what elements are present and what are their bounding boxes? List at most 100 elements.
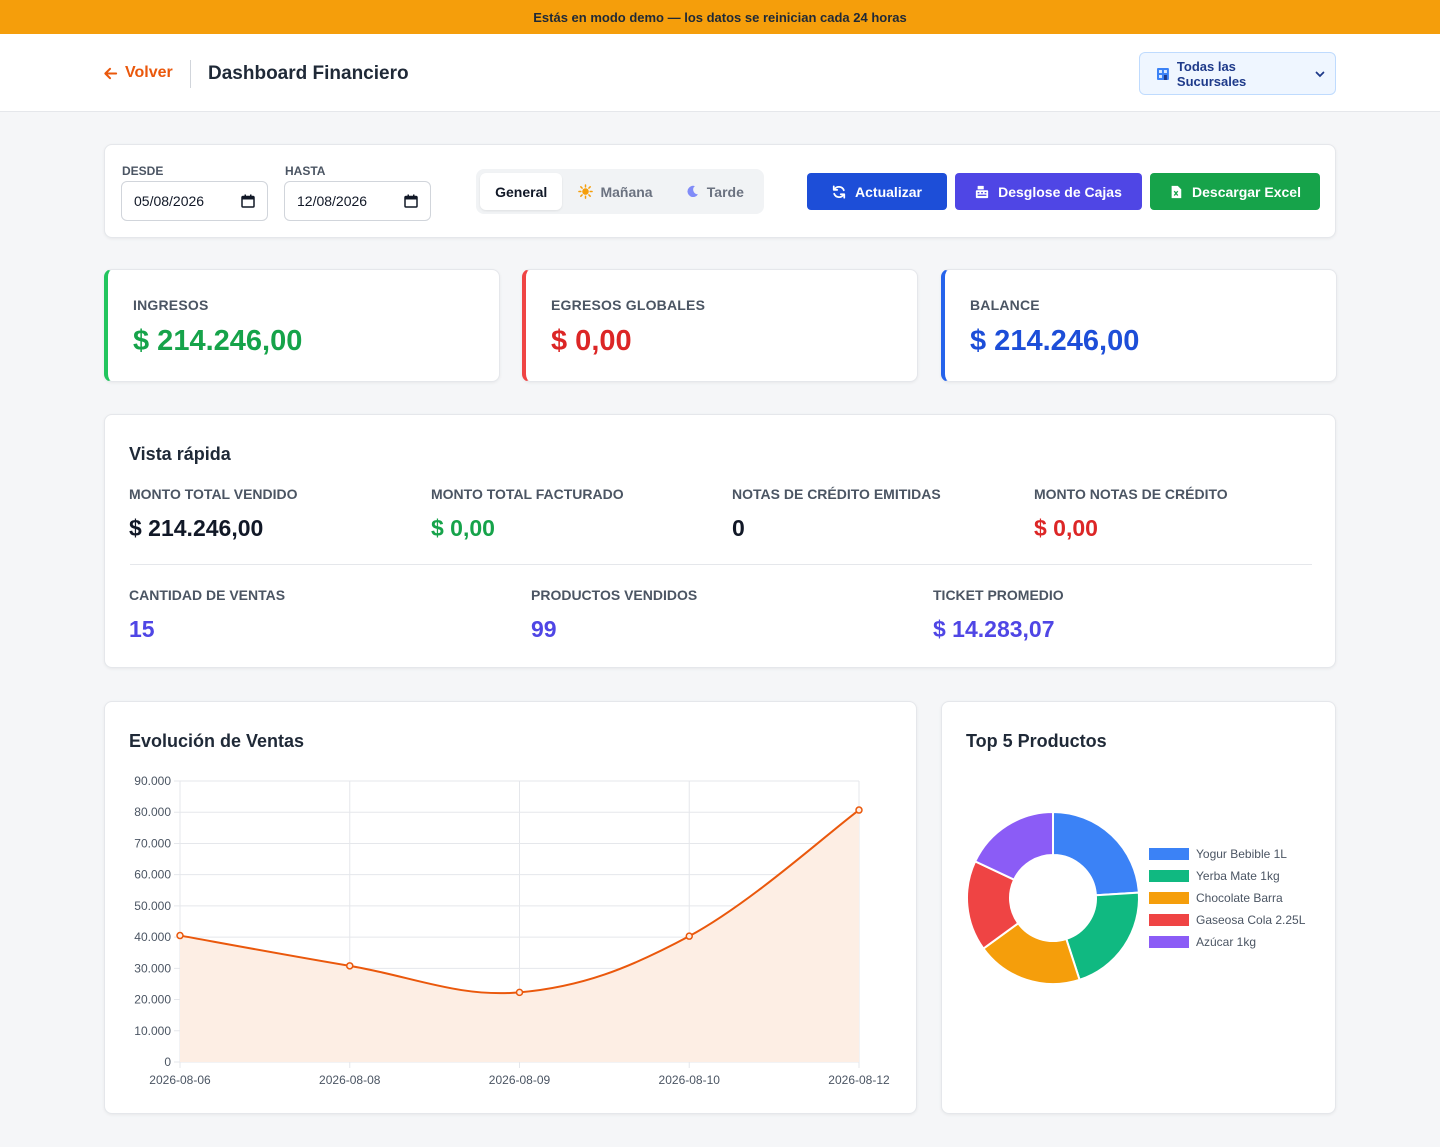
donut-slice: [1052, 810, 1140, 897]
top-products-card: Top 5 Productos Yogur Bebible 1L Yerba Ma…: [941, 701, 1336, 1114]
sales-data-point: [515, 988, 524, 997]
refresh-icon: [832, 184, 846, 199]
stat-value: $ 0,00: [431, 515, 495, 541]
sales-chart-title: Evolución de Ventas: [129, 731, 305, 751]
sales-evolution-card: Evolución de Ventas 0 10.000 20.000 30.000 4…: [104, 701, 917, 1114]
shift-general-label: General: [495, 183, 548, 200]
to-label: HASTA: [285, 164, 326, 178]
top-products-donut-chart: Yogur Bebible 1L Yerba Mate 1kg Chocolate …: [966, 810, 1306, 985]
to-date-input[interactable]: 12/08/2026: [284, 181, 431, 221]
refresh-label: Actualizar: [855, 183, 922, 200]
donut-slice: [1065, 891, 1140, 982]
y-tick-label: 0: [164, 1055, 171, 1069]
back-button[interactable]: Volver: [103, 64, 173, 82]
from-label: DESDE: [122, 164, 164, 178]
legend-swatch: [1149, 914, 1189, 926]
chevron-down-icon: [1315, 71, 1325, 77]
y-tick-label: 80.000: [134, 805, 171, 819]
shift-segmented-control: General Mañana Tarde: [476, 169, 764, 214]
stat-label: MONTO TOTAL FACTURADO: [431, 486, 624, 502]
refresh-button[interactable]: Actualizar: [807, 173, 947, 210]
stat-value: $ 214.246,00: [129, 515, 264, 541]
kpi-label: BALANCE: [970, 297, 1040, 313]
legend-label: Yerba Mate 1kg: [1196, 869, 1280, 883]
cash-breakdown-button[interactable]: Desglose de Cajas: [955, 173, 1142, 210]
kpi-label: EGRESOS GLOBALES: [551, 297, 706, 313]
x-tick-label: 2026-08-10: [659, 1073, 721, 1087]
legend-label: Azúcar 1kg: [1196, 935, 1256, 949]
sales-data-point: [855, 806, 863, 814]
sales-data-point: [346, 962, 354, 970]
sun-icon: [578, 184, 594, 199]
legend-swatch: [1149, 892, 1189, 904]
x-tick-label: 2026-08-12: [828, 1073, 890, 1087]
y-tick-label: 10.000: [134, 1024, 171, 1038]
cash-breakdown-label: Desglose de Cajas: [998, 183, 1122, 200]
stat-label: MONTO NOTAS DE CRÉDITO: [1034, 486, 1228, 502]
stat-value: $ 0,00: [1034, 515, 1098, 541]
sales-line-chart: 0 10.000 20.000 30.000 40.000 50.000 60.000 70.…: [134, 774, 890, 1087]
download-excel-button[interactable]: Descargar Excel: [1150, 173, 1320, 210]
x-tick-label: 2026-08-09: [489, 1073, 551, 1087]
y-tick-label: 50.000: [134, 899, 171, 913]
stat-value: 0: [732, 515, 745, 541]
legend-swatch: [1149, 848, 1189, 860]
kpi-card-expenses: EGRESOS GLOBALES $ 0,00: [522, 269, 918, 382]
x-tick-label: 2026-08-08: [319, 1073, 381, 1087]
stat-label: TICKET PROMEDIO: [933, 587, 1064, 603]
y-tick-label: 20.000: [134, 993, 171, 1007]
stat-value: $ 14.283,07: [933, 616, 1055, 642]
back-label: Volver: [125, 64, 173, 81]
stat-label: MONTO TOTAL VENDIDO: [129, 486, 298, 502]
shift-morning-label: Mañana: [600, 183, 653, 200]
legend-swatch: [1149, 936, 1189, 948]
from-date-input[interactable]: 05/08/2026: [121, 181, 268, 221]
stat-value: 99: [531, 616, 557, 642]
y-tick-label: 90.000: [134, 774, 171, 788]
cash-register-icon: [976, 185, 989, 198]
legend-label: Yogur Bebible 1L: [1196, 847, 1287, 861]
kpi-card-balance: BALANCE $ 214.246,00: [941, 269, 1337, 382]
legend-swatch: [1149, 870, 1189, 882]
header-divider: [190, 60, 191, 88]
kpi-value: $ 214.246,00: [970, 325, 1140, 357]
sales-data-point: [685, 932, 693, 940]
excel-file-icon: [1171, 185, 1182, 198]
legend-label: Chocolate Barra: [1196, 891, 1283, 905]
quick-view-panel: Vista rápida MONTO TOTAL VENDIDO $ 214.2…: [104, 414, 1336, 668]
kpi-value: $ 0,00: [551, 325, 632, 357]
quick-view-title: Vista rápida: [129, 444, 231, 464]
page-title: Dashboard Financiero: [208, 63, 409, 84]
y-tick-label: 30.000: [134, 961, 171, 975]
stat-label: PRODUCTOS VENDIDOS: [531, 587, 698, 603]
shift-morning-tab[interactable]: Mañana: [564, 173, 666, 210]
sales-area-fill: [180, 810, 859, 1062]
moon-icon: [687, 185, 698, 198]
shift-afternoon-label: Tarde: [706, 183, 744, 200]
shift-general-tab[interactable]: General: [480, 173, 563, 210]
stat-label: NOTAS DE CRÉDITO EMITIDAS: [732, 486, 941, 502]
y-tick-label: 40.000: [134, 930, 171, 944]
calendar-icon: [241, 194, 255, 208]
branch-select[interactable]: Todas las Sucursales: [1139, 52, 1336, 95]
from-date-value: 05/08/2026: [134, 193, 205, 209]
building-icon: [1156, 67, 1169, 80]
x-tick-label: 2026-08-06: [149, 1073, 211, 1087]
filters-panel: DESDE 05/08/2026 HASTA 12/08/2026 Genera…: [104, 144, 1336, 238]
branch-select-value: Todas las Sucursales: [1176, 58, 1247, 89]
y-tick-label: 60.000: [134, 868, 171, 882]
stat-label: CANTIDAD DE VENTAS: [129, 587, 286, 603]
kpi-label: INGRESOS: [133, 297, 209, 313]
section-divider: [130, 564, 1312, 565]
shift-afternoon-tab[interactable]: Tarde: [669, 173, 760, 210]
sales-data-point: [176, 931, 184, 940]
kpi-card-income: INGRESOS $ 214.246,00: [104, 269, 500, 382]
kpi-value: $ 214.246,00: [133, 325, 303, 357]
top-products-title: Top 5 Productos: [966, 731, 1107, 751]
legend-label: Gaseosa Cola 2.25L: [1196, 913, 1306, 927]
stat-value: 15: [129, 616, 155, 642]
to-date-value: 12/08/2026: [297, 193, 368, 209]
download-excel-label: Descargar Excel: [1192, 183, 1301, 200]
arrow-left-icon: [104, 67, 118, 79]
calendar-icon: [404, 194, 418, 208]
